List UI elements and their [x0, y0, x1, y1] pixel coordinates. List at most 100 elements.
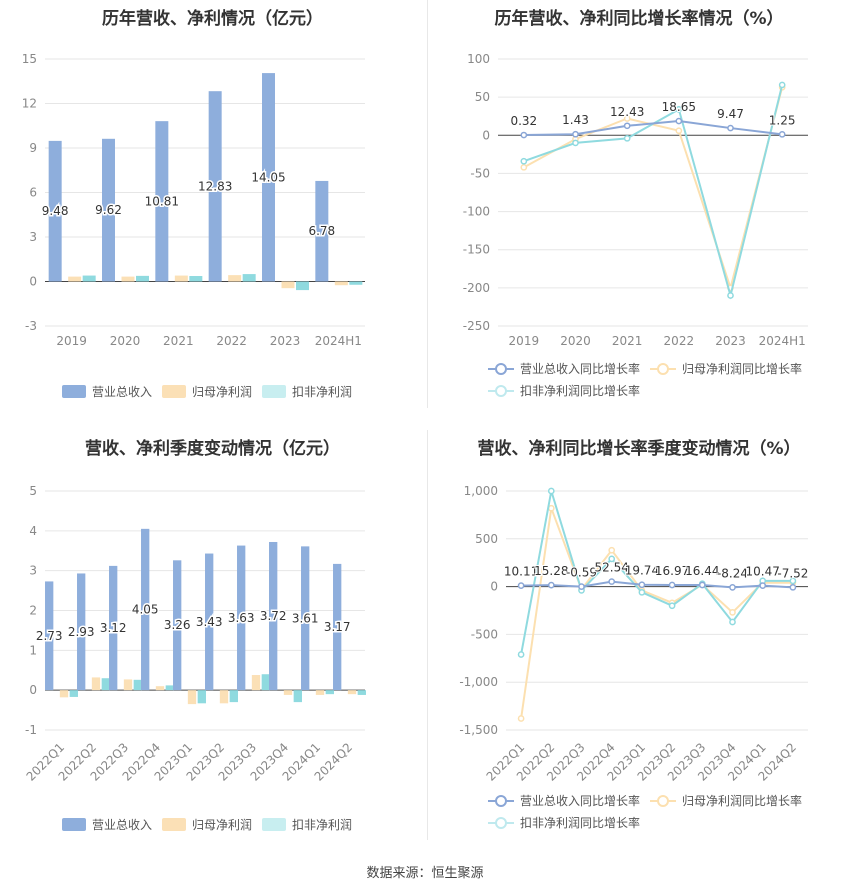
bar — [237, 545, 246, 691]
y-tick-label: 9 — [29, 141, 37, 155]
data-label: 2.73 — [36, 629, 63, 643]
data-source-note: 数据来源：恒生聚源 — [366, 866, 484, 881]
data-label: 18.65 — [662, 100, 696, 114]
chart-plot: -250 -200 -150 -100 -50 0 50 100 0.32 1.43 12.43 18… — [463, 52, 808, 348]
legend-item-deducted-profit[interactable]: 扣非净利润 — [262, 383, 352, 400]
x-tick-label: 2021 — [612, 334, 643, 348]
series-line — [521, 580, 793, 589]
bar — [77, 573, 86, 691]
bar — [91, 677, 101, 691]
bar — [155, 121, 169, 282]
y-tick-label: -200 — [463, 281, 490, 295]
bar — [82, 275, 96, 282]
bar — [293, 690, 302, 703]
legend-item-revenue[interactable]: 营业总收入 — [62, 816, 152, 833]
data-point — [520, 131, 528, 139]
data-label: 3.61 — [292, 611, 319, 625]
y-tick-label: 3 — [29, 564, 37, 578]
legend-swatch — [650, 362, 676, 376]
legend-item-deducted-profit[interactable]: 扣非净利润 — [262, 816, 352, 833]
legend-item-deducted-profit-growth[interactable]: 扣非净利润同比增长率 — [488, 814, 640, 831]
y-tick-label: 500 — [475, 532, 498, 546]
data-label: 3.17 — [324, 620, 351, 634]
data-point — [778, 81, 786, 89]
legend-item-revenue-growth[interactable]: 营业总收入同比增长率 — [488, 792, 640, 809]
bar — [109, 565, 118, 691]
bar — [197, 690, 206, 704]
data-label: 9.62 — [95, 203, 122, 217]
data-label: 3.63 — [228, 611, 255, 625]
y-tick-label: -50 — [470, 166, 490, 180]
data-point — [578, 583, 585, 591]
data-label: 15.28 — [534, 564, 568, 578]
x-tick-label: 2022 — [664, 334, 695, 348]
legend-label: 营业总收入 — [92, 818, 153, 832]
chart-quarterly-growth-rate: 营收、净利同比增长率季度变动情况（%） -1,500 -1,000 -500 0 500… — [428, 430, 850, 850]
y-tick-label: 0 — [490, 580, 498, 594]
legend-swatch — [62, 818, 86, 831]
data-label: 12.83 — [198, 179, 232, 193]
legend-item-net-profit-growth[interactable]: 归母净利润同比增长率 — [650, 360, 802, 377]
bar — [296, 281, 309, 291]
data-label: 16.44 — [685, 564, 719, 578]
legend-item-revenue-growth[interactable]: 营业总收入同比增长率 — [488, 360, 640, 377]
bar — [133, 679, 142, 691]
data-point — [729, 618, 736, 626]
legend-swatch — [262, 818, 286, 831]
data-point — [668, 581, 676, 589]
x-tick-label: 2024H1 — [759, 334, 806, 348]
legend-item-net-profit[interactable]: 归母净利润 — [162, 383, 252, 400]
chart-title: 历年营收、净利情况（亿元） — [102, 9, 323, 29]
legend-item-net-profit[interactable]: 归母净利润 — [162, 816, 252, 833]
data-label: -0.59 — [566, 566, 597, 580]
bar — [155, 686, 165, 691]
bar — [281, 281, 295, 289]
y-tick-label: 1 — [29, 643, 37, 657]
series-line — [520, 507, 793, 719]
legend-swatch — [162, 385, 186, 398]
legend-item-net-profit-growth[interactable]: 归母净利润同比增长率 — [650, 792, 802, 809]
y-tick-label: -100 — [463, 205, 490, 219]
bar — [121, 276, 135, 282]
chart-annual-growth-rate: 历年营收、净利同比增长率情况（%） -250 -200 -150 -100 -50 0 50… — [428, 0, 850, 410]
x-tick-label: 2019 — [56, 334, 87, 348]
bar — [45, 581, 54, 691]
data-point — [547, 581, 555, 589]
series-line — [523, 120, 783, 137]
y-tick-label: 0 — [29, 275, 37, 289]
legend-label: 归母净利润同比增长率 — [682, 362, 803, 376]
data-label: 2.93 — [68, 625, 95, 639]
bar — [315, 690, 325, 695]
legend-item-revenue[interactable]: 营业总收入 — [62, 383, 152, 400]
chart-title: 历年营收、净利同比增长率情况（%） — [494, 9, 784, 29]
legend-swatch — [162, 818, 186, 831]
bar — [165, 685, 174, 691]
data-label: -8.24 — [717, 566, 748, 580]
y-tick-label: 4 — [29, 524, 37, 538]
data-point — [520, 163, 528, 171]
chart-plot: -1 0 1 2 3 4 5 2.73 2.93 3.12 4.05 3.26 3.43 3.63 3.72… — [24, 484, 366, 784]
data-point — [517, 651, 525, 658]
data-point — [572, 139, 579, 147]
data-point — [638, 581, 646, 589]
data-label: 9.47 — [717, 107, 744, 121]
bar — [101, 678, 110, 691]
legend-label: 营业总收入同比增长率 — [520, 362, 641, 376]
y-tick-label: 0 — [482, 128, 490, 142]
bar — [269, 541, 278, 691]
x-tick-label: 2020 — [560, 334, 591, 348]
chart-annual-revenue-profit: 历年营收、净利情况（亿元） -3 0 3 6 9 12 15 9.48 9.62 10.81 12.… — [0, 0, 425, 410]
data-point — [638, 588, 646, 596]
data-point — [572, 130, 579, 138]
y-tick-label: -1,000 — [459, 675, 498, 689]
chart-plot: -3 0 3 6 9 12 15 9.48 9.62 10.81 12.83 14.05 6.78 201… — [22, 52, 365, 348]
data-point — [520, 157, 528, 165]
legend-swatch — [488, 794, 514, 808]
y-tick-label: 15 — [22, 52, 37, 66]
bar — [283, 690, 293, 695]
legend-item-deducted-profit-growth[interactable]: 扣非净利润同比增长率 — [488, 382, 640, 399]
y-tick-label: -3 — [25, 319, 37, 333]
data-label: 14.05 — [251, 170, 285, 184]
bar — [174, 275, 188, 282]
legend-label: 归母净利润 — [192, 385, 253, 399]
